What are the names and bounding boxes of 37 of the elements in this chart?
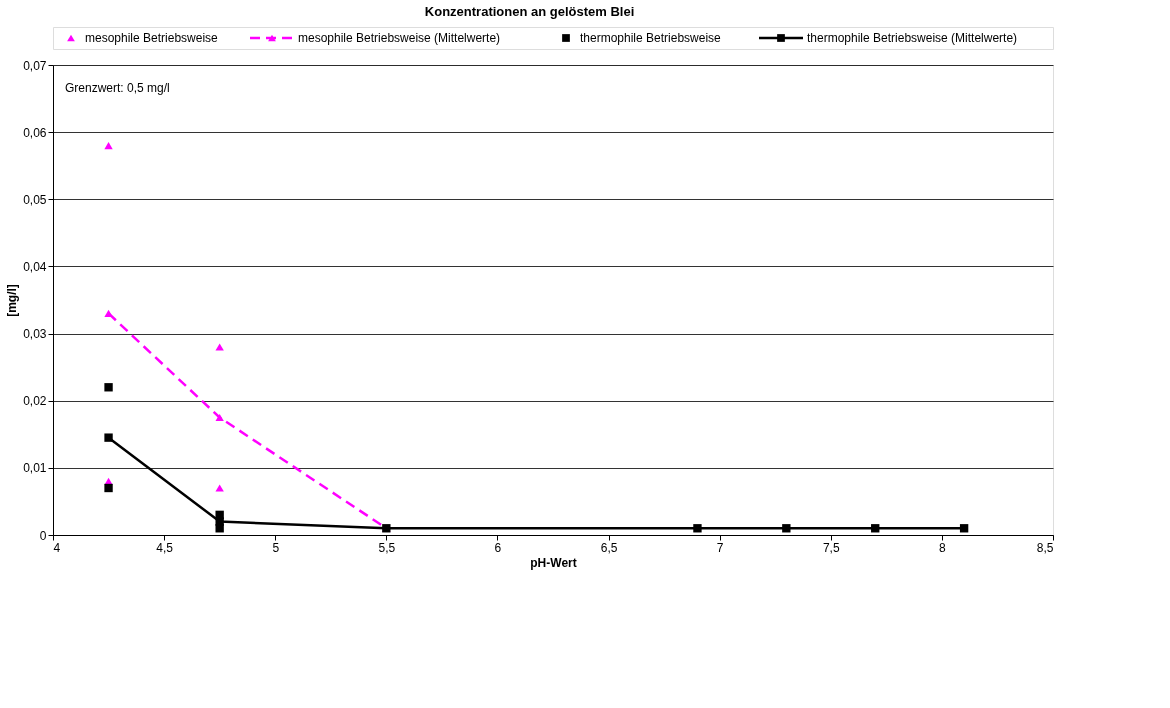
point — [959, 524, 969, 533]
point — [871, 524, 880, 533]
y-tick-label: 0,05 — [23, 192, 47, 207]
x-axis-title: pH-Wert — [530, 555, 577, 570]
y-tick-label: 0,04 — [23, 259, 47, 274]
point — [215, 484, 224, 492]
y-tick-label: 0,01 — [23, 461, 47, 476]
x-tick-label: 4,5 — [156, 540, 174, 555]
y-tick-label: 0,06 — [23, 125, 47, 140]
x-tick-label: 7 — [716, 540, 724, 555]
point — [104, 483, 113, 493]
y-axis-title: [mg/l] — [5, 284, 20, 317]
y-tick-label: 0 — [39, 528, 47, 543]
point — [104, 141, 113, 150]
legend-label: thermophile Betriebsweise (Mittelwerte) — [807, 31, 1018, 45]
x-tick-label: 8,5 — [1036, 540, 1054, 555]
legend-label: mesophile Betriebsweise (Mittelwerte) — [298, 31, 501, 45]
chart-title: Konzentrationen an gelöstem Blei — [424, 3, 635, 19]
point — [693, 524, 702, 533]
x-tick-label: 8 — [939, 540, 947, 555]
point — [782, 524, 791, 533]
legend-label: mesophile Betriebsweise — [85, 31, 219, 45]
y-tick-label: 0,07 — [23, 58, 47, 73]
x-tick-label: 5,5 — [378, 540, 396, 555]
point — [104, 383, 113, 392]
annotation: Grenzwert: 0,5 mg/l — [65, 81, 170, 95]
legend-label: thermophile Betriebsweise — [580, 31, 722, 45]
point — [215, 343, 224, 351]
y-tick-label: 0,03 — [23, 327, 47, 342]
x-tick-label: 7,5 — [822, 540, 840, 555]
point — [104, 433, 113, 442]
x-tick-label: 5 — [272, 540, 280, 555]
x-tick-label: 6 — [494, 540, 502, 555]
point — [215, 517, 224, 526]
x-tick-label: 6,5 — [600, 540, 618, 555]
y-tick-label: 0,02 — [23, 394, 47, 409]
x-tick-label: 4 — [53, 540, 61, 555]
